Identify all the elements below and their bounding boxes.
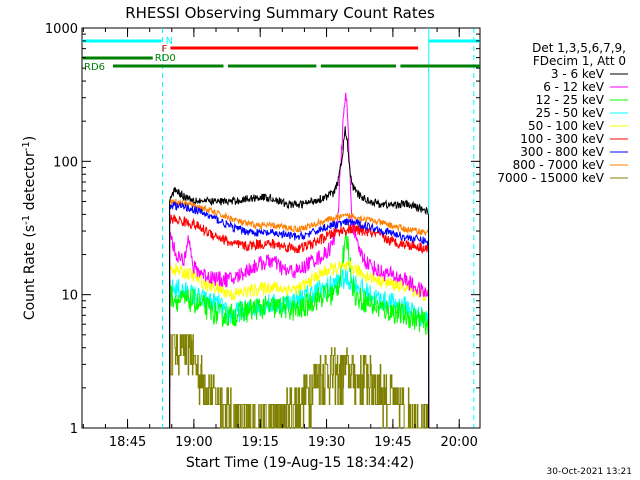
series-line-300-800kev bbox=[169, 200, 430, 429]
series-line-7000-15000kev bbox=[169, 334, 430, 429]
series-line-6-12kev bbox=[169, 92, 430, 429]
x-axis-label: Start Time (19-Aug-15 18:34:42) bbox=[186, 455, 414, 471]
x-tick-label-4: 19:45 bbox=[374, 435, 411, 450]
series-line-3-6kev bbox=[169, 126, 430, 429]
series-line-12-25kev bbox=[169, 233, 430, 429]
x-tick-label-0: 18:45 bbox=[109, 435, 146, 450]
y-axis: 1 10 100 1000 bbox=[45, 22, 480, 437]
series-line-50-100kev bbox=[169, 260, 430, 429]
state-bar-label-rd0: RD0 bbox=[155, 53, 176, 64]
legend-label-2: 12 - 25 keV bbox=[536, 93, 605, 107]
legend-label-0: 3 - 6 keV bbox=[551, 67, 605, 81]
legend-header-2: FDecim 1, Att 0 bbox=[533, 54, 626, 68]
legend-header-1: Det 1,3,5,6,7,9, bbox=[532, 41, 626, 55]
generation-timestamp: 30-Oct-2021 13:21 bbox=[547, 467, 632, 477]
x-tick-label-1: 19:00 bbox=[175, 435, 212, 450]
legend-label-6: 300 - 800 keV bbox=[520, 145, 604, 159]
chart-title: RHESSI Observing Summary Count Rates bbox=[125, 4, 435, 22]
series-line-800-7000kev bbox=[169, 198, 430, 429]
legend-label-7: 800 - 7000 keV bbox=[513, 158, 605, 172]
y-tick-label-3: 1000 bbox=[45, 22, 78, 37]
y-tick-label-1: 10 bbox=[61, 289, 78, 304]
y-label-main: Count Rate (s bbox=[22, 225, 38, 320]
state-bar-label-f: F bbox=[162, 44, 168, 55]
legend-label-4: 50 - 100 keV bbox=[528, 119, 605, 133]
y-label-sup-2: -1 bbox=[21, 141, 32, 151]
y-label-sup-1: -1 bbox=[21, 215, 32, 225]
state-bar-label-n: N bbox=[166, 36, 173, 47]
y-label-tail: detector bbox=[22, 151, 38, 215]
y-axis-label: Count Rate (s-1 detector-1) bbox=[21, 136, 38, 320]
x-tick-label-5: 20:00 bbox=[440, 435, 477, 450]
state-bar-label-rd6: RD6 bbox=[84, 62, 105, 73]
x-axis: 18:45 19:00 19:15 19:30 19:45 20:00 bbox=[82, 28, 478, 450]
series-line-100-300kev bbox=[169, 214, 430, 429]
y-tick-label-0: 1 bbox=[70, 422, 78, 437]
x-tick-label-2: 19:15 bbox=[241, 435, 278, 450]
y-label-close: ) bbox=[22, 136, 38, 141]
x-tick-label-3: 19:30 bbox=[308, 435, 345, 450]
legend: Det 1,3,5,6,7,9, FDecim 1, Att 0 3 - 6 k… bbox=[497, 41, 628, 185]
plot-frame bbox=[81, 27, 481, 429]
y-tick-label-2: 100 bbox=[53, 155, 78, 170]
legend-label-1: 6 - 12 keV bbox=[543, 80, 605, 94]
legend-label-8: 7000 - 15000 keV bbox=[497, 171, 604, 185]
legend-label-5: 100 - 300 keV bbox=[520, 132, 604, 146]
legend-label-3: 25 - 50 keV bbox=[536, 106, 605, 120]
